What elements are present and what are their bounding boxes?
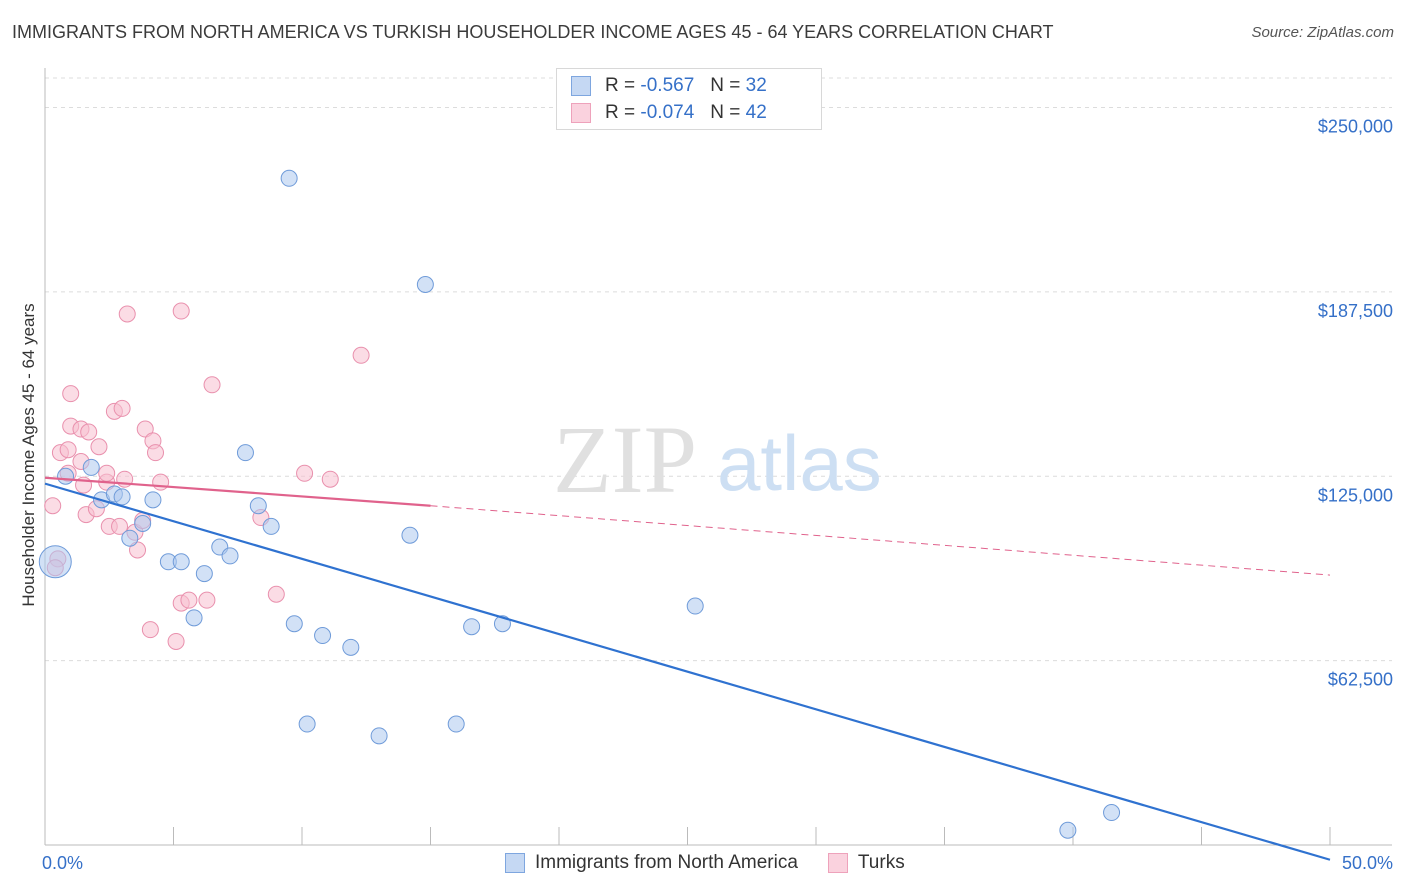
immigrants-point bbox=[249, 497, 267, 515]
turks-trend-line bbox=[44, 476, 431, 507]
immigrants-point bbox=[236, 444, 254, 462]
turks-point bbox=[352, 346, 370, 364]
immigrants-point bbox=[401, 526, 419, 544]
r-value: -0.567 bbox=[640, 75, 695, 96]
turks-point bbox=[98, 464, 116, 482]
correlation-legend: R = -0.567 N = 32 R = -0.074 N = 42 bbox=[556, 68, 822, 130]
x-tick-label: 50.0% bbox=[1342, 853, 1393, 873]
immigrants-point bbox=[463, 618, 481, 636]
turks-point bbox=[267, 585, 285, 603]
immigrants-point bbox=[121, 529, 139, 547]
turks-point bbox=[152, 473, 170, 491]
legend-swatch-pink bbox=[571, 103, 591, 123]
turks-point bbox=[321, 470, 339, 488]
trend-lines bbox=[44, 476, 1331, 861]
turks-point bbox=[167, 632, 185, 650]
n-label: N = bbox=[710, 75, 741, 96]
legend-swatch-blue bbox=[571, 76, 591, 96]
immigrants-point bbox=[38, 545, 72, 579]
immigrants-point bbox=[447, 715, 465, 733]
immigrants-point bbox=[113, 488, 131, 506]
legend-swatch-pink bbox=[827, 853, 848, 873]
immigrants-point bbox=[1103, 804, 1121, 822]
immigrants-point bbox=[280, 169, 298, 187]
y-axis-label: Householder Income Ages 45 - 64 years bbox=[19, 303, 38, 606]
y-tick-label: $125,000 bbox=[1318, 485, 1393, 505]
source-label: Source: ZipAtlas.com bbox=[1251, 24, 1394, 41]
legend-row-turks: R = -0.074 N = 42 bbox=[571, 101, 767, 125]
turks-point bbox=[198, 591, 216, 609]
immigrants-point bbox=[342, 638, 360, 656]
series-legend: Immigrants from North America Turks bbox=[505, 852, 935, 874]
n-label: N = bbox=[710, 102, 741, 123]
immigrants-point bbox=[82, 458, 100, 476]
turks-point bbox=[141, 621, 159, 639]
immigrants-point bbox=[57, 467, 75, 485]
watermark-atlas: atlas bbox=[717, 419, 882, 507]
immigrants-point bbox=[370, 727, 388, 745]
turks-point bbox=[59, 441, 77, 459]
immigrants-point bbox=[416, 276, 434, 293]
tick-labels: $62,500 $125,000 $187,500 $250,000 0.0% 50.0% bbox=[42, 117, 1393, 874]
turks-point bbox=[147, 444, 165, 462]
legend-swatch-blue bbox=[505, 853, 525, 873]
turks-point bbox=[80, 423, 98, 441]
immigrants-point bbox=[195, 565, 213, 583]
immigrants-point bbox=[262, 517, 280, 535]
turks-point bbox=[111, 517, 129, 535]
turks-point bbox=[44, 497, 62, 515]
immigrants-trend-line bbox=[44, 482, 1331, 861]
y-tick-label: $62,500 bbox=[1328, 670, 1393, 690]
legend-item-immigrants[interactable]: Immigrants from North America bbox=[505, 852, 798, 874]
turks-point bbox=[296, 464, 314, 482]
axes bbox=[44, 68, 1392, 846]
legend-row-immigrants: R = -0.567 N = 32 bbox=[571, 74, 767, 98]
immigrants-point bbox=[1059, 821, 1077, 839]
n-value: 32 bbox=[745, 75, 767, 96]
legend-label: Immigrants from North America bbox=[535, 852, 798, 873]
turks-point bbox=[203, 376, 221, 394]
turks-point bbox=[180, 591, 198, 609]
turks-point bbox=[62, 385, 80, 403]
turks-point bbox=[129, 541, 147, 559]
chart-title: IMMIGRANTS FROM NORTH AMERICA VS TURKISH… bbox=[12, 22, 1054, 42]
legend-label: Turks bbox=[857, 852, 905, 873]
grid-lines bbox=[45, 77, 1392, 662]
r-label: R = bbox=[605, 102, 636, 123]
r-label: R = bbox=[605, 75, 636, 96]
immigrants-point bbox=[134, 514, 152, 532]
immigrants-point bbox=[298, 715, 316, 733]
x-tick-label: 0.0% bbox=[42, 853, 83, 873]
immigrants-point bbox=[185, 609, 203, 627]
immigrants-point bbox=[314, 627, 332, 645]
immigrants-point bbox=[686, 597, 704, 615]
y-tick-label: $187,500 bbox=[1318, 301, 1393, 321]
watermark-zip: ZIP bbox=[553, 406, 697, 513]
n-value: 42 bbox=[745, 102, 767, 123]
turks-trend-extension bbox=[430, 505, 1331, 576]
r-value: -0.074 bbox=[640, 102, 695, 123]
immigrants-point bbox=[172, 553, 190, 571]
turks-point bbox=[113, 399, 131, 417]
turks-point bbox=[172, 302, 190, 320]
immigrants-point bbox=[221, 547, 239, 565]
legend-item-turks[interactable]: Turks bbox=[827, 852, 905, 874]
immigrants-point bbox=[144, 491, 162, 509]
immigrants-points bbox=[38, 169, 1121, 839]
turks-point bbox=[136, 420, 154, 438]
immigrants-point bbox=[285, 615, 303, 633]
y-tick-label: $250,000 bbox=[1318, 117, 1393, 137]
turks-point bbox=[90, 438, 108, 456]
turks-point bbox=[118, 305, 136, 323]
